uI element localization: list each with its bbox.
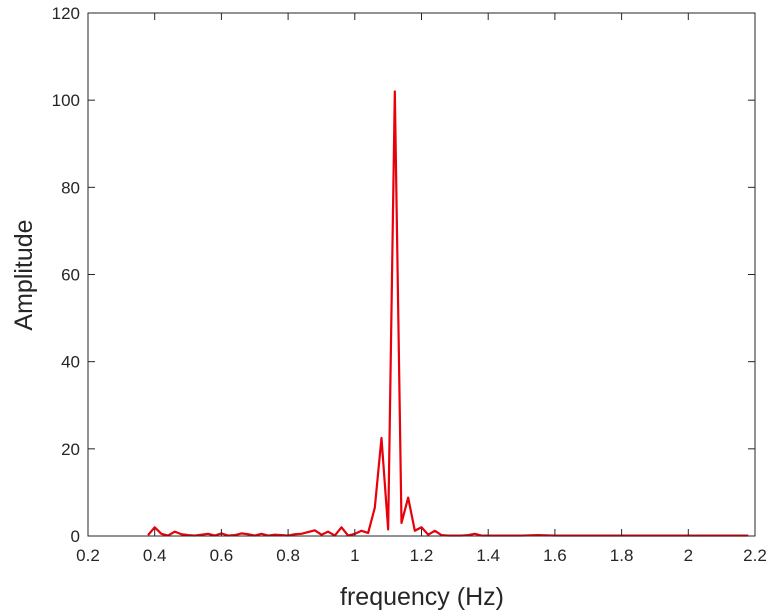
x-tick-label: 0.6 [210,546,234,565]
y-axis-label: Amplitude [10,219,38,330]
x-tick-label: 1.6 [543,546,567,565]
x-tick-label: 0.2 [76,546,100,565]
y-tick-label: 40 [61,353,80,372]
x-tick-label: 2 [684,546,693,565]
x-tick-label: 2.2 [743,546,767,565]
x-tick-label: 1 [350,546,359,565]
x-tick-label: 0.4 [143,546,167,565]
x-axis: 0.2 0.4 0.6 0.8 1 1.2 1.4 1.6 1.8 2 2.2 [76,13,767,565]
x-tick-label: 0.8 [276,546,300,565]
x-tick-label: 1.2 [410,546,434,565]
y-tick-label: 20 [61,440,80,459]
y-tick-label: 100 [52,91,80,110]
y-tick-label: 0 [71,527,80,546]
y-tick-label: 60 [61,266,80,285]
y-tick-label: 80 [61,178,80,197]
y-tick-label: 120 [52,4,80,23]
x-tick-label: 1.4 [476,546,500,565]
x-tick-label: 1.8 [610,546,634,565]
x-axis-label: frequency (Hz) [340,583,504,611]
y-axis: 0 20 40 60 80 100 120 [52,4,755,546]
